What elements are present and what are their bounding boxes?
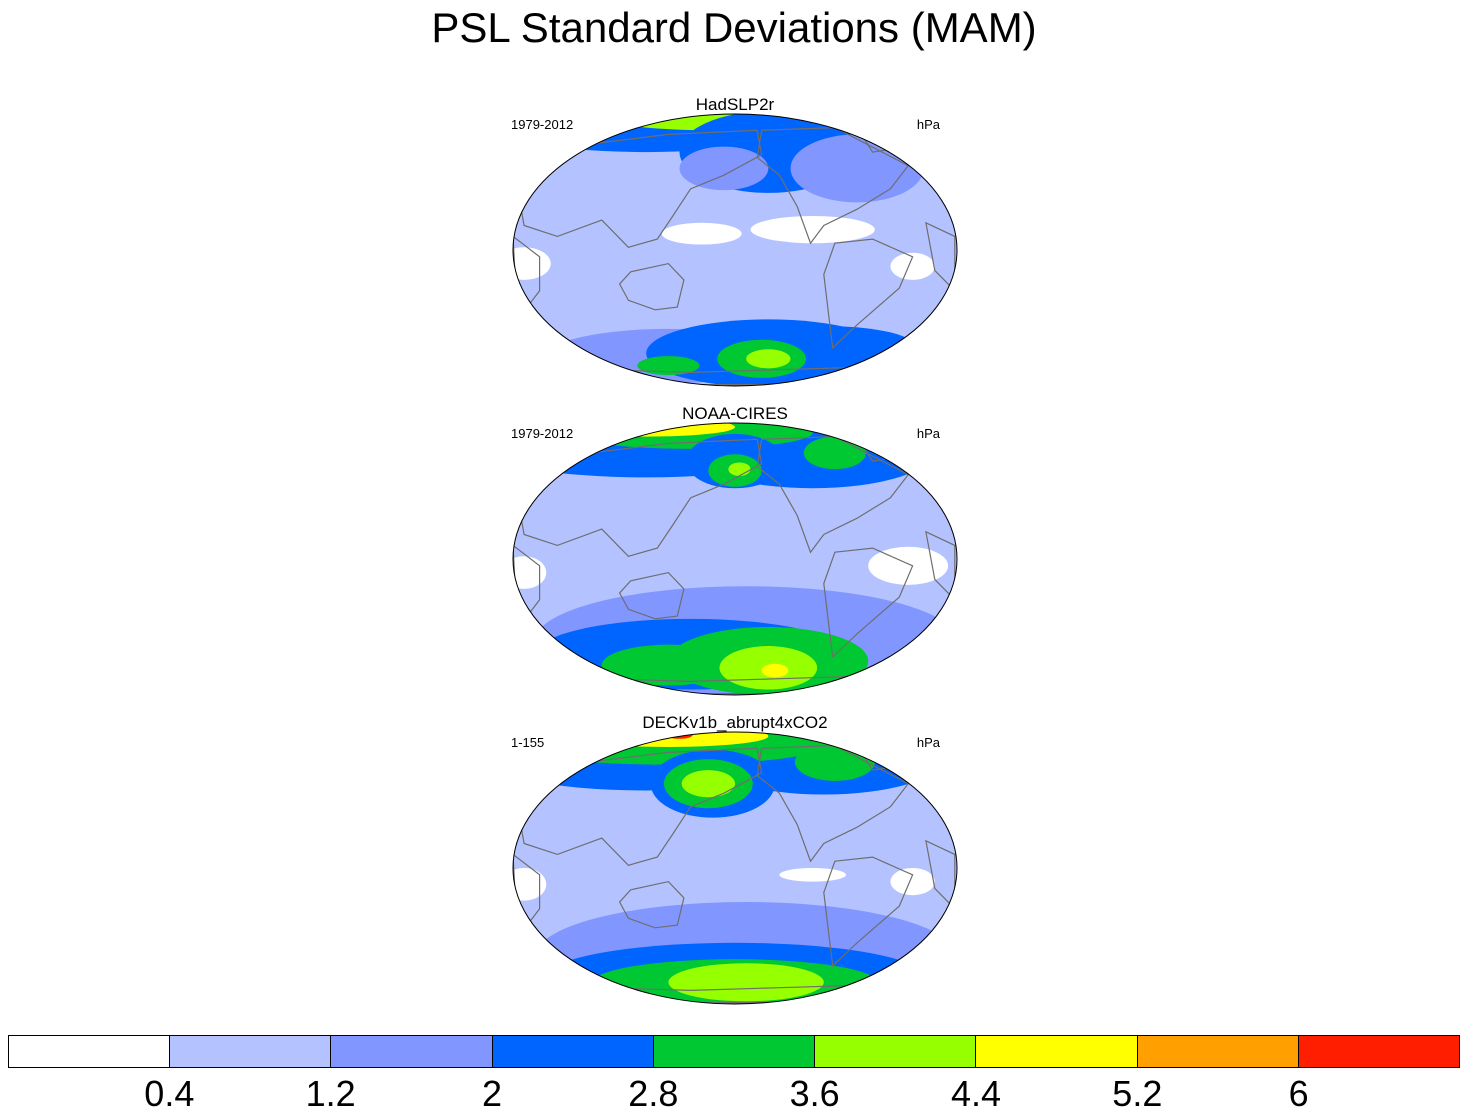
colorbar-box xyxy=(976,1036,1138,1067)
field-contour xyxy=(803,436,866,470)
map-border xyxy=(512,422,958,696)
colorbar-box xyxy=(331,1036,493,1067)
map-panel-deckv1b-abrupt4xco2: DECKv1b_abrupt4xCO2 1-155 hPa xyxy=(505,713,965,1013)
field-contour xyxy=(637,356,700,376)
field-contour xyxy=(750,216,875,244)
panel-period-label: 1979-2012 xyxy=(511,117,574,132)
colorbar-box xyxy=(492,1036,654,1067)
field-contour xyxy=(761,663,789,678)
continent-outline xyxy=(618,571,685,620)
map-border xyxy=(512,113,958,387)
psl-field xyxy=(513,114,957,386)
panel-units-label: hPa xyxy=(916,735,940,750)
field-contour xyxy=(681,770,735,798)
panel-title: NOAA-CIRES xyxy=(682,404,788,423)
colorbar-tick-label: 1.2 xyxy=(305,1073,356,1114)
psl-field xyxy=(513,732,957,1004)
continent-outline xyxy=(823,238,914,350)
field-contour xyxy=(513,868,547,901)
panel-title: HadSLP2r xyxy=(695,95,775,114)
field-contour xyxy=(779,868,846,882)
continent-outline xyxy=(756,744,910,863)
colorbar-box xyxy=(170,1036,332,1067)
figure-title: PSL Standard Deviations (MAM) xyxy=(431,4,1037,51)
field-contour xyxy=(668,963,824,1002)
map-panel-noaa-cires: NOAA-CIRES 1979-2012 hPa xyxy=(505,404,965,704)
world-map xyxy=(512,731,958,1005)
field-contour xyxy=(890,252,935,280)
continent-outline xyxy=(823,856,914,968)
field-contour xyxy=(679,146,769,191)
field-contour xyxy=(601,644,735,686)
field-contour xyxy=(794,742,875,781)
panel-title: DECKv1b_abrupt4xCO2 xyxy=(642,713,828,732)
colorbar-tick-label: 5.2 xyxy=(1112,1073,1163,1114)
continent-outline xyxy=(516,747,763,866)
map-panel-hadslp2r: HadSLP2r 1979-2012 hPa xyxy=(505,95,965,395)
colorbar-box xyxy=(653,1036,816,1067)
colorbar-tick-label: 2 xyxy=(481,1073,503,1114)
field-contour xyxy=(728,462,751,477)
colorbar-box xyxy=(1137,1036,1299,1067)
field-contour xyxy=(868,546,949,585)
colorbar-box xyxy=(1298,1036,1459,1067)
continent-outline xyxy=(516,438,763,557)
panel-units-label: hPa xyxy=(916,117,940,132)
colorbar-tick-label: 2.8 xyxy=(628,1073,679,1114)
field-contour xyxy=(890,868,935,896)
panel-units-label: hPa xyxy=(916,426,940,441)
colorbar xyxy=(8,1035,1460,1068)
panel-period-label: 1979-2012 xyxy=(511,426,574,441)
continent-outline xyxy=(618,262,685,311)
world-map xyxy=(512,422,958,696)
continent-outline xyxy=(756,435,910,554)
colorbar-box xyxy=(815,1036,977,1067)
map-border xyxy=(512,731,958,1005)
field-contour xyxy=(746,349,791,369)
colorbar-tick-label: 0.4 xyxy=(144,1073,195,1114)
colorbar-box xyxy=(9,1036,171,1067)
continent-outline xyxy=(823,547,914,659)
colorbar-tick-label: 3.6 xyxy=(789,1073,840,1114)
continent-outline xyxy=(618,880,685,929)
field-contour xyxy=(513,556,547,589)
colorbar-tick-label: 4.4 xyxy=(950,1073,1002,1114)
colorbar-tick-label: 6 xyxy=(1288,1073,1309,1114)
psl-field xyxy=(513,423,957,695)
continent-outline xyxy=(516,129,763,248)
continent-outline xyxy=(756,126,910,245)
world-map xyxy=(512,113,958,387)
panel-period-label: 1-155 xyxy=(511,735,545,750)
field-contour xyxy=(790,134,924,203)
field-contour xyxy=(661,222,742,245)
